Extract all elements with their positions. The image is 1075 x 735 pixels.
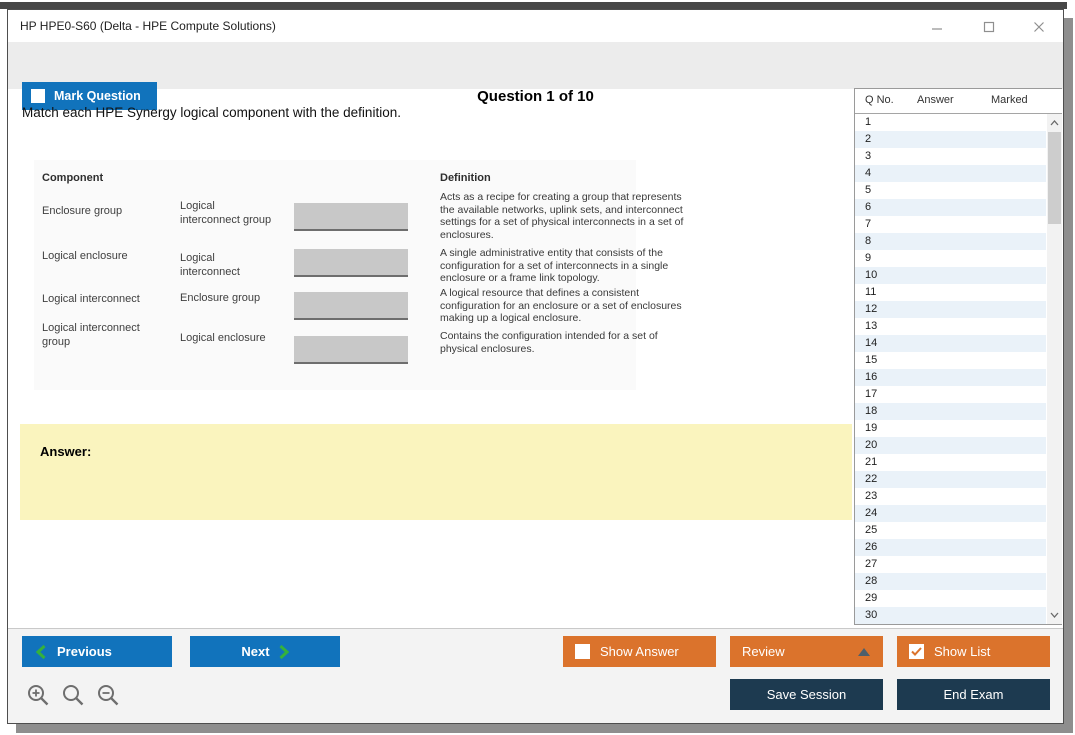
answer-slot[interactable] [294, 203, 408, 231]
mark-question-label: Mark Question [54, 89, 141, 103]
question-header-strip: Mark Question Question 1 of 10 [8, 42, 1063, 110]
component-label: Logical enclosure [42, 250, 128, 262]
list-item[interactable]: 26 [855, 539, 1046, 556]
list-item[interactable]: 22 [855, 471, 1046, 488]
mark-question-checkbox[interactable] [31, 89, 45, 103]
save-session-button[interactable]: Save Session [730, 679, 883, 710]
list-item[interactable]: 18 [855, 403, 1046, 420]
drag-option[interactable]: Logical enclosure [180, 332, 266, 344]
titlebar: HP HPE0-S60 (Delta - HPE Compute Solutio… [8, 10, 1063, 42]
drag-option[interactable]: Logical interconnect group [180, 200, 272, 226]
list-item[interactable]: 10 [855, 267, 1046, 284]
list-item[interactable]: 14 [855, 335, 1046, 352]
next-label: Next [241, 644, 270, 659]
list-item[interactable]: 11 [865, 286, 877, 298]
list-item[interactable]: 15 [865, 354, 878, 366]
drag-option[interactable]: Logical interconnect [180, 252, 240, 278]
definition-column-header: Definition [440, 172, 491, 184]
zoom-reset-icon[interactable] [61, 683, 87, 709]
show-answer-button[interactable]: Show Answer [563, 636, 716, 667]
list-item[interactable]: 8 [855, 233, 1046, 250]
list-item[interactable]: 13 [865, 320, 878, 332]
list-item[interactable]: 20 [855, 437, 1046, 454]
window-title: HP HPE0-S60 (Delta - HPE Compute Solutio… [20, 19, 276, 33]
screen-top-edge [0, 2, 1067, 9]
matching-exhibit: Component Definition Enclosure group Log… [34, 160, 683, 390]
minimize-icon[interactable] [929, 19, 945, 35]
answer-slot[interactable] [294, 292, 408, 320]
component-column-header: Component [42, 172, 104, 184]
scroll-down-icon[interactable] [1047, 608, 1062, 622]
definition-text: A logical resource that defines a consis… [440, 287, 682, 324]
show-answer-label: Show Answer [600, 644, 679, 659]
definition-text: A single administrative entity that cons… [440, 247, 669, 284]
review-label: Review [742, 644, 785, 659]
end-exam-label: End Exam [943, 687, 1004, 702]
zoom-out-icon[interactable] [96, 683, 122, 709]
list-item[interactable]: 29 [865, 592, 878, 604]
column-header-qno: Q No. [865, 94, 894, 106]
list-item[interactable]: 25 [865, 524, 878, 536]
mark-question-button[interactable]: Mark Question [22, 82, 157, 110]
list-item[interactable]: 4 [855, 165, 1046, 182]
zoom-toolbar [26, 683, 122, 709]
scrollbar-thumb[interactable] [1048, 132, 1061, 224]
previous-button[interactable]: Previous [22, 636, 172, 667]
list-item[interactable]: 5 [865, 184, 872, 196]
save-session-label: Save Session [766, 687, 847, 702]
review-button[interactable]: Review [730, 636, 883, 667]
drag-option[interactable]: Enclosure group [180, 292, 261, 304]
list-item[interactable]: 9 [865, 252, 872, 264]
chevron-left-icon [36, 644, 46, 659]
component-label: Enclosure group [42, 205, 123, 217]
list-item[interactable]: 24 [855, 505, 1046, 522]
answer-slot[interactable] [294, 249, 408, 277]
list-item[interactable]: 19 [865, 422, 878, 434]
definition-text: Contains the configuration intended for … [440, 330, 658, 355]
list-item[interactable]: 16 [855, 369, 1046, 386]
show-list-label: Show List [934, 644, 991, 659]
question-list-panel: Q No. Answer Marked 1 2 3 4 5 6 7 8 9 10 11 12 13 14 1… [854, 88, 1062, 625]
previous-label: Previous [57, 644, 112, 659]
list-item[interactable]: 27 [865, 558, 878, 570]
list-item[interactable]: 7 [865, 218, 872, 230]
list-item[interactable]: 28 [855, 573, 1046, 590]
answer-label: Answer: [40, 444, 92, 459]
zoom-in-icon[interactable] [26, 683, 52, 709]
chevron-right-icon [279, 644, 289, 659]
definition-text: Acts as a recipe for creating a group th… [440, 191, 684, 241]
show-answer-checkbox[interactable] [575, 644, 590, 659]
show-list-button[interactable]: Show List [897, 636, 1050, 667]
answer-slot[interactable] [294, 336, 408, 364]
dropdown-up-arrow-icon [858, 648, 870, 656]
list-item[interactable]: 21 [865, 456, 878, 468]
exam-window: HP HPE0-S60 (Delta - HPE Compute Solutio… [7, 9, 1064, 724]
list-item[interactable]: 2 [855, 131, 1046, 148]
list-item[interactable]: 3 [865, 150, 872, 162]
question-counter: Question 1 of 10 [477, 88, 594, 105]
list-item[interactable]: 12 [855, 301, 1046, 318]
next-button[interactable]: Next [190, 636, 340, 667]
component-label: Logical interconnect [42, 293, 140, 305]
list-item[interactable]: 17 [865, 388, 878, 400]
maximize-icon[interactable] [981, 19, 997, 35]
close-icon[interactable] [1031, 19, 1047, 35]
component-label: Logical interconnect group [42, 322, 140, 348]
list-item[interactable]: 23 [865, 490, 878, 502]
question-prompt: Match each HPE Synergy logical component… [22, 105, 401, 120]
column-header-marked: Marked [991, 94, 1028, 106]
list-item[interactable]: 6 [855, 199, 1046, 216]
question-list-scrollbar[interactable] [1047, 114, 1062, 624]
question-list-rows: 1 2 3 4 5 6 7 8 9 10 11 12 13 14 15 16 17 18 19 20 21 22 23 24 2… [855, 114, 1046, 624]
answer-panel: Answer: [20, 424, 852, 520]
list-item[interactable]: 1 [865, 116, 872, 128]
question-list-header: Q No. Answer Marked [855, 89, 1062, 114]
check-icon [911, 647, 922, 656]
column-header-answer: Answer [917, 94, 954, 106]
show-list-checkbox[interactable] [909, 644, 924, 659]
end-exam-button[interactable]: End Exam [897, 679, 1050, 710]
scroll-up-icon[interactable] [1047, 116, 1062, 130]
footer-bar: Previous Next Show Answer Review Show Li… [8, 628, 1063, 723]
list-item[interactable]: 30 [855, 607, 1046, 624]
